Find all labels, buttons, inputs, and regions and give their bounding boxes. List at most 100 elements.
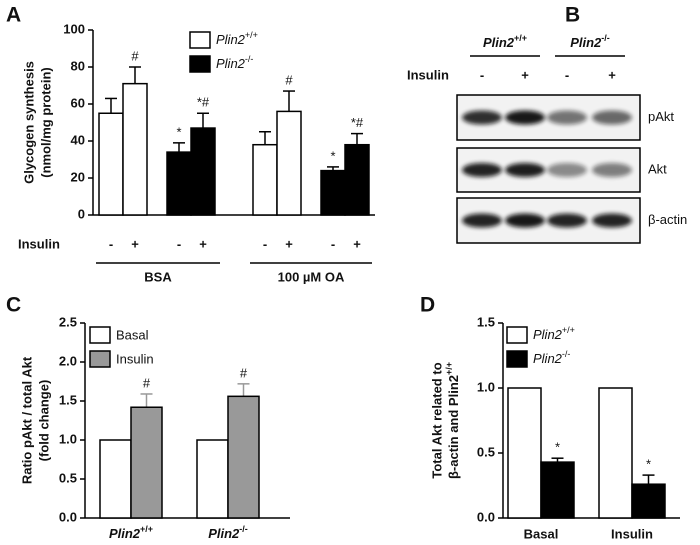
group-label: BSA — [144, 269, 172, 284]
panel-letter: D — [420, 294, 435, 317]
bar — [122, 82, 148, 216]
blot-band — [547, 213, 587, 228]
panel-letter: C — [6, 294, 21, 317]
x-tick-label: + — [131, 236, 139, 251]
annotation: * — [176, 124, 181, 139]
lane-label: - — [565, 67, 569, 82]
annotation: * — [555, 440, 560, 455]
x-tick-label: + — [353, 236, 361, 251]
band-label: β-actin — [648, 212, 687, 227]
legend-swatch — [189, 31, 211, 49]
legend-label: Plin2-/- — [216, 54, 253, 71]
legend-label: Plin2-/- — [533, 349, 570, 366]
column-label: Plin2+/+ — [483, 33, 527, 50]
bar — [276, 110, 302, 216]
bar — [98, 112, 124, 216]
annotation: # — [143, 375, 151, 390]
bar — [130, 406, 163, 519]
x-tick-label: - — [331, 236, 335, 251]
x-tick-label: Plin2+/+ — [109, 524, 153, 541]
legend-label: Plin2+/+ — [216, 30, 258, 47]
legend-swatch — [189, 55, 211, 73]
legend-swatch — [89, 350, 111, 368]
blot-band — [462, 213, 502, 228]
bar — [227, 395, 260, 519]
annotation: # — [131, 48, 139, 63]
y-axis-label: Glycogen synthesis — [21, 61, 36, 184]
y-tick-label: 0.5 — [477, 444, 495, 459]
blot-band — [547, 110, 587, 125]
y-tick-label: 1.5 — [59, 392, 77, 407]
y-tick-label: 1.0 — [477, 379, 495, 394]
annotation: * — [646, 457, 651, 472]
group-label: 100 µM OA — [278, 269, 345, 284]
y-tick-label: 1.5 — [477, 314, 495, 329]
bar — [196, 439, 229, 519]
bar — [631, 483, 666, 519]
column-label: Plin2-/- — [570, 33, 610, 50]
x-tick-label: - — [263, 236, 267, 251]
legend-swatch — [506, 326, 528, 344]
blot-band — [462, 163, 502, 177]
blot-band — [547, 163, 587, 177]
blot-band — [505, 163, 545, 177]
blot-band — [592, 110, 632, 125]
y-tick-label: 0.5 — [59, 470, 77, 485]
x-tick-label: + — [285, 236, 293, 251]
y-axis-label: (nmol/mg protein) — [38, 67, 53, 178]
x-tick-label: + — [199, 236, 207, 251]
annotation: * — [330, 148, 335, 163]
x-tick-label: - — [109, 236, 113, 251]
y-axis-label: Total Akt related to — [429, 362, 444, 478]
x-tick-label: Plin2-/- — [208, 524, 248, 541]
y-tick-label: 0.0 — [59, 509, 77, 524]
blot-band — [505, 213, 545, 228]
annotation: # — [285, 72, 293, 87]
blot-band — [592, 213, 632, 228]
y-tick-label: 60 — [71, 95, 85, 110]
y-tick-label: 0 — [78, 206, 85, 221]
y-tick-label: 2.0 — [59, 353, 77, 368]
annotation: *# — [197, 95, 210, 110]
legend-label: Insulin — [116, 351, 154, 366]
panel-letter: B — [565, 4, 580, 27]
annotation: # — [240, 365, 248, 380]
lane-label: + — [608, 67, 616, 82]
blot-band — [462, 110, 502, 125]
x-tick-label: - — [177, 236, 181, 251]
blot-band — [592, 163, 632, 177]
row-label: Insulin — [18, 236, 60, 251]
band-label: Akt — [648, 161, 667, 176]
lane-label: + — [521, 67, 529, 82]
x-tick-label: Basal — [524, 526, 559, 541]
legend-label: Basal — [116, 327, 149, 342]
legend-swatch — [506, 350, 528, 368]
y-tick-label: 1.0 — [59, 431, 77, 446]
bar — [344, 143, 370, 216]
bar — [190, 127, 216, 216]
y-tick-label: 40 — [71, 132, 85, 147]
y-tick-label: 80 — [71, 58, 85, 73]
bar — [166, 151, 192, 216]
bar — [320, 169, 346, 216]
bar — [99, 439, 132, 519]
y-tick-label: 2.5 — [59, 314, 77, 329]
y-tick-label: 20 — [71, 169, 85, 184]
y-axis-label: β-actin and Plin2+/+ — [444, 362, 461, 479]
bar — [252, 143, 278, 216]
annotation: *# — [351, 115, 364, 130]
lane-label: - — [480, 67, 484, 82]
y-axis-label: Ratio pAkt / total Akt — [19, 356, 34, 484]
y-tick-label: 0.0 — [477, 509, 495, 524]
y-tick-label: 100 — [63, 21, 85, 36]
legend-swatch — [89, 326, 111, 344]
bar — [598, 387, 633, 519]
y-axis-label: (fold change) — [36, 380, 51, 462]
legend-label: Plin2+/+ — [533, 325, 575, 342]
row-label: Insulin — [407, 67, 449, 82]
blot-band — [505, 110, 545, 125]
bar — [540, 461, 575, 519]
x-tick-label: Insulin — [611, 526, 653, 541]
bar — [507, 387, 542, 519]
